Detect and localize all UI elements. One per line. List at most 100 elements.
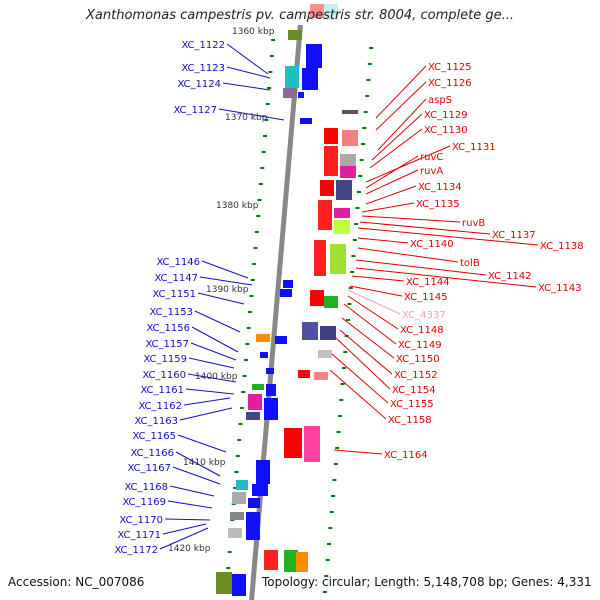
- leader-line: [335, 337, 391, 390]
- gene-feature-forward: [310, 290, 324, 306]
- gene-feature-reverse: [248, 498, 260, 508]
- gene-feature-reverse: [256, 460, 270, 484]
- scale-label: 1370 kbp: [225, 113, 268, 123]
- gene-label-right: ruvA: [420, 166, 443, 177]
- gene-feature-reverse: [288, 30, 302, 40]
- leader-line: [343, 303, 397, 345]
- gene-feature-forward: [330, 244, 346, 274]
- gene-feature-reverse: [252, 484, 268, 496]
- leader-line: [201, 260, 249, 279]
- gene-feature-reverse: [236, 480, 248, 490]
- gene-feature-reverse: [283, 88, 297, 98]
- gene-feature-reverse: [230, 512, 244, 520]
- gene-feature-forward: [320, 180, 334, 196]
- gene-label-right: XC_1148: [400, 325, 444, 336]
- leader-line: [197, 292, 245, 305]
- gene-label-right: XC_1143: [538, 283, 582, 294]
- leader-line: [226, 66, 271, 79]
- leader-line: [191, 326, 239, 353]
- gene-label-right: XC_1142: [488, 271, 532, 282]
- leader-line: [159, 527, 209, 550]
- scale-label: 1420 kbp: [168, 544, 211, 554]
- gene-label-right: XC_1154: [392, 385, 436, 396]
- gene-label-left: XC_1168: [124, 482, 168, 493]
- scale-label: 1400 kbp: [195, 372, 238, 382]
- gene-feature-forward: [334, 220, 350, 234]
- gene-feature-forward: [284, 550, 298, 572]
- gene-feature-forward: [284, 428, 302, 458]
- gene-feature-forward: [314, 240, 326, 276]
- leader-line: [369, 128, 423, 169]
- gene-feature-reverse: [302, 68, 318, 90]
- gene-label-left: XC_1160: [142, 370, 186, 381]
- gene-label-left: XC_1169: [122, 497, 166, 508]
- leader-line: [331, 353, 389, 404]
- gene-label-left: XC_1167: [127, 463, 171, 474]
- gene-label-left: XC_1165: [132, 431, 176, 442]
- gene-label-right: XC_4337: [402, 310, 446, 321]
- scale-label: 1410 kbp: [183, 458, 226, 468]
- gene-label-right: XC_1131: [452, 142, 496, 153]
- map-title: Xanthomonas campestris pv. campestris st…: [86, 8, 514, 23]
- leader-line: [199, 276, 253, 286]
- leader-line: [365, 145, 451, 183]
- scale-label: 1390 kbp: [206, 285, 249, 295]
- gene-label-right: XC_1137: [492, 230, 536, 241]
- gene-label-right: XC_1164: [384, 450, 428, 461]
- gene-label-left: XC_1172: [114, 545, 158, 556]
- gene-feature-reverse: [260, 352, 268, 358]
- leader-line: [185, 388, 235, 395]
- leader-line: [375, 81, 427, 131]
- gene-label-right: XC_1145: [404, 292, 448, 303]
- leader-line: [365, 185, 417, 205]
- gene-label-right: XC_1152: [394, 370, 438, 381]
- leader-line: [172, 466, 221, 485]
- gene-feature-forward: [340, 154, 356, 166]
- gene-label-right: XC_1126: [428, 78, 472, 89]
- leader-line: [361, 202, 415, 213]
- leader-line: [365, 169, 419, 195]
- gene-label-left: XC_1163: [134, 416, 178, 427]
- leader-line: [179, 407, 233, 421]
- gene-label-right: XC_1125: [428, 62, 472, 73]
- gene-label-right: XC_1150: [396, 354, 440, 365]
- gene-feature-forward: [324, 128, 338, 144]
- gene-feature-forward: [314, 372, 328, 380]
- gene-feature-reverse: [216, 572, 232, 594]
- gene-label-left: XC_1157: [145, 339, 189, 350]
- leader-line: [355, 259, 487, 276]
- leader-line: [169, 485, 215, 497]
- gene-label-left: XC_1171: [117, 530, 161, 541]
- gene-label-left: XC_1122: [181, 40, 225, 51]
- leader-line: [162, 523, 207, 535]
- gene-label-left: XC_1162: [138, 401, 182, 412]
- leader-line: [226, 43, 269, 75]
- leader-line: [222, 82, 271, 91]
- genome-summary: Topology: circular; Length: 5,148,708 bp…: [262, 575, 592, 589]
- leader-line: [341, 317, 395, 359]
- leader-line: [347, 295, 399, 330]
- gene-feature-forward: [324, 4, 338, 20]
- leader-line: [218, 108, 285, 121]
- scale-label: 1380 kbp: [216, 201, 259, 211]
- leader-line: [357, 227, 539, 246]
- gene-feature-reverse: [232, 492, 246, 504]
- leader-line: [167, 500, 213, 509]
- gene-label-left: XC_1156: [146, 323, 190, 334]
- leader-line: [371, 113, 423, 161]
- gene-label-left: XC_1161: [140, 385, 184, 396]
- gene-feature-reverse: [252, 384, 264, 390]
- gene-feature-forward: [324, 296, 338, 308]
- gene-feature-reverse: [256, 334, 270, 342]
- leader-line: [357, 247, 459, 263]
- gene-label-left: XC_1124: [177, 79, 221, 90]
- gene-feature-forward: [310, 4, 324, 18]
- leader-line: [177, 434, 227, 453]
- gene-label-left: XC_1159: [143, 354, 187, 365]
- gene-feature-forward: [318, 350, 332, 358]
- leader-line: [188, 357, 235, 369]
- leader-line: [375, 65, 427, 119]
- gene-feature-forward: [304, 426, 320, 462]
